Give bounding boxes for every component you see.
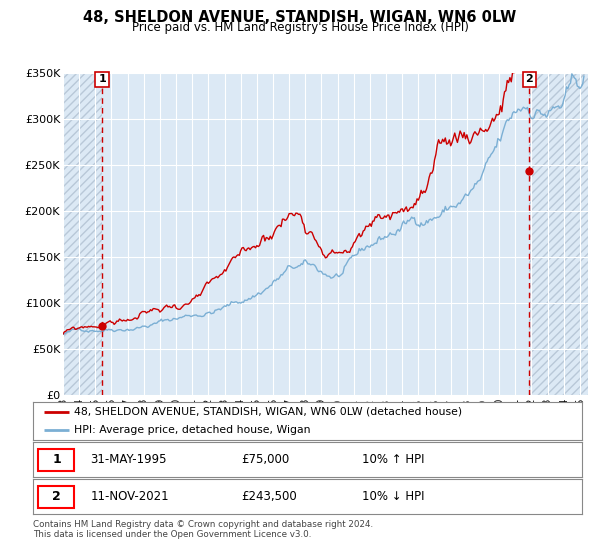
Text: 48, SHELDON AVENUE, STANDISH, WIGAN, WN6 0LW: 48, SHELDON AVENUE, STANDISH, WIGAN, WN6… <box>83 10 517 25</box>
Text: Contains HM Land Registry data © Crown copyright and database right 2024.
This d: Contains HM Land Registry data © Crown c… <box>33 520 373 539</box>
Text: 1: 1 <box>52 453 61 466</box>
Text: 10% ↓ HPI: 10% ↓ HPI <box>362 490 425 503</box>
Text: 11-NOV-2021: 11-NOV-2021 <box>91 490 169 503</box>
Text: HPI: Average price, detached house, Wigan: HPI: Average price, detached house, Wiga… <box>74 425 311 435</box>
Text: 2: 2 <box>52 490 61 503</box>
Text: 31-MAY-1995: 31-MAY-1995 <box>91 453 167 466</box>
Text: 48, SHELDON AVENUE, STANDISH, WIGAN, WN6 0LW (detached house): 48, SHELDON AVENUE, STANDISH, WIGAN, WN6… <box>74 407 463 417</box>
Text: 2: 2 <box>526 74 533 85</box>
FancyBboxPatch shape <box>38 449 74 471</box>
Text: £243,500: £243,500 <box>242 490 298 503</box>
Text: 10% ↑ HPI: 10% ↑ HPI <box>362 453 425 466</box>
Text: 1: 1 <box>98 74 106 85</box>
Text: £75,000: £75,000 <box>242 453 290 466</box>
FancyBboxPatch shape <box>38 486 74 508</box>
Text: Price paid vs. HM Land Registry's House Price Index (HPI): Price paid vs. HM Land Registry's House … <box>131 21 469 34</box>
